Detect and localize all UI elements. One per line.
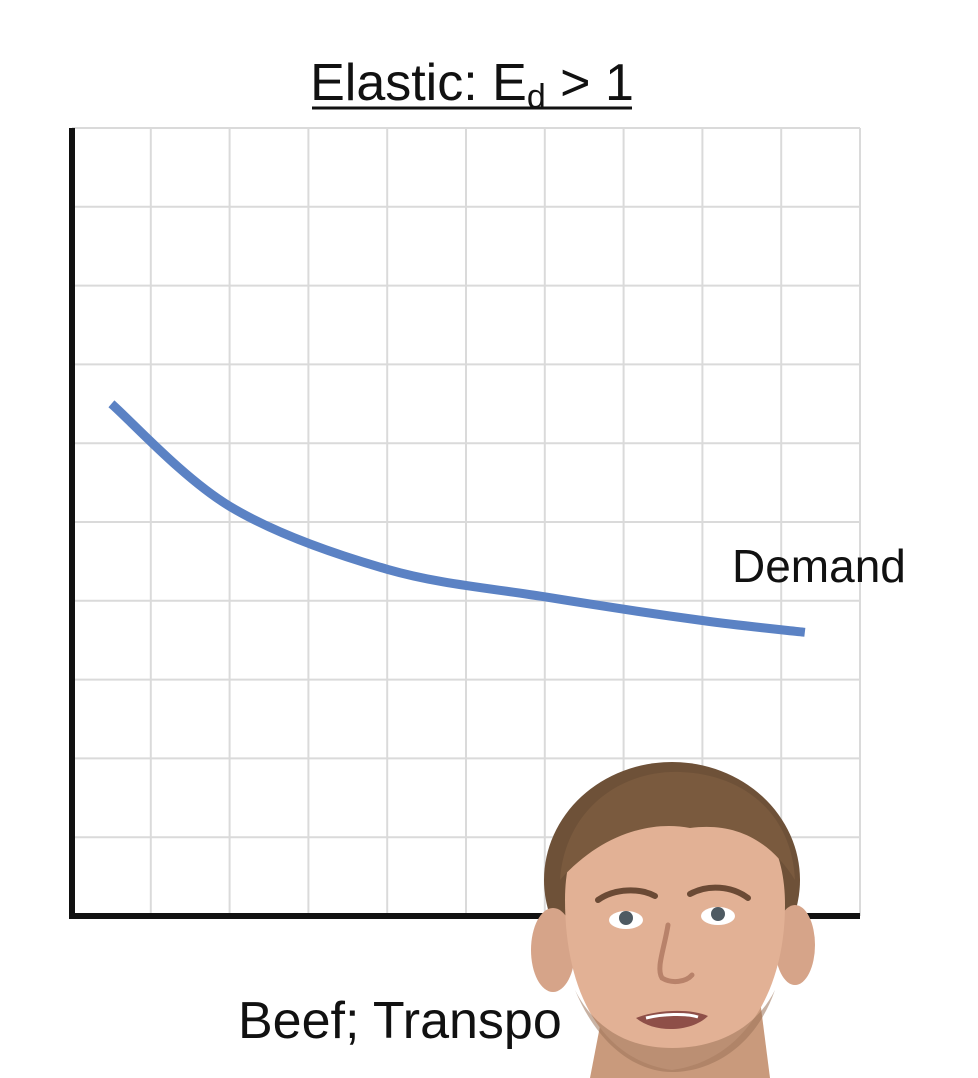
grid	[72, 127, 861, 917]
presenter-overlay	[531, 762, 815, 1078]
chart-title-suffix: > 1	[546, 54, 634, 112]
presenter-face-icon	[531, 762, 815, 1078]
chart-title-subscript: d	[527, 78, 546, 116]
svg-text:Elastic: Ed > 1: Elastic: Ed > 1	[310, 54, 634, 116]
chart-title: Elastic: Ed > 1	[310, 54, 634, 116]
chart-title-prefix: Elastic: E	[310, 54, 527, 112]
demand-curve-label: Demand	[732, 540, 906, 592]
series-group	[108, 400, 806, 637]
demand-curve	[108, 400, 806, 637]
x-axis-label: Beef; Transpo	[238, 992, 562, 1050]
